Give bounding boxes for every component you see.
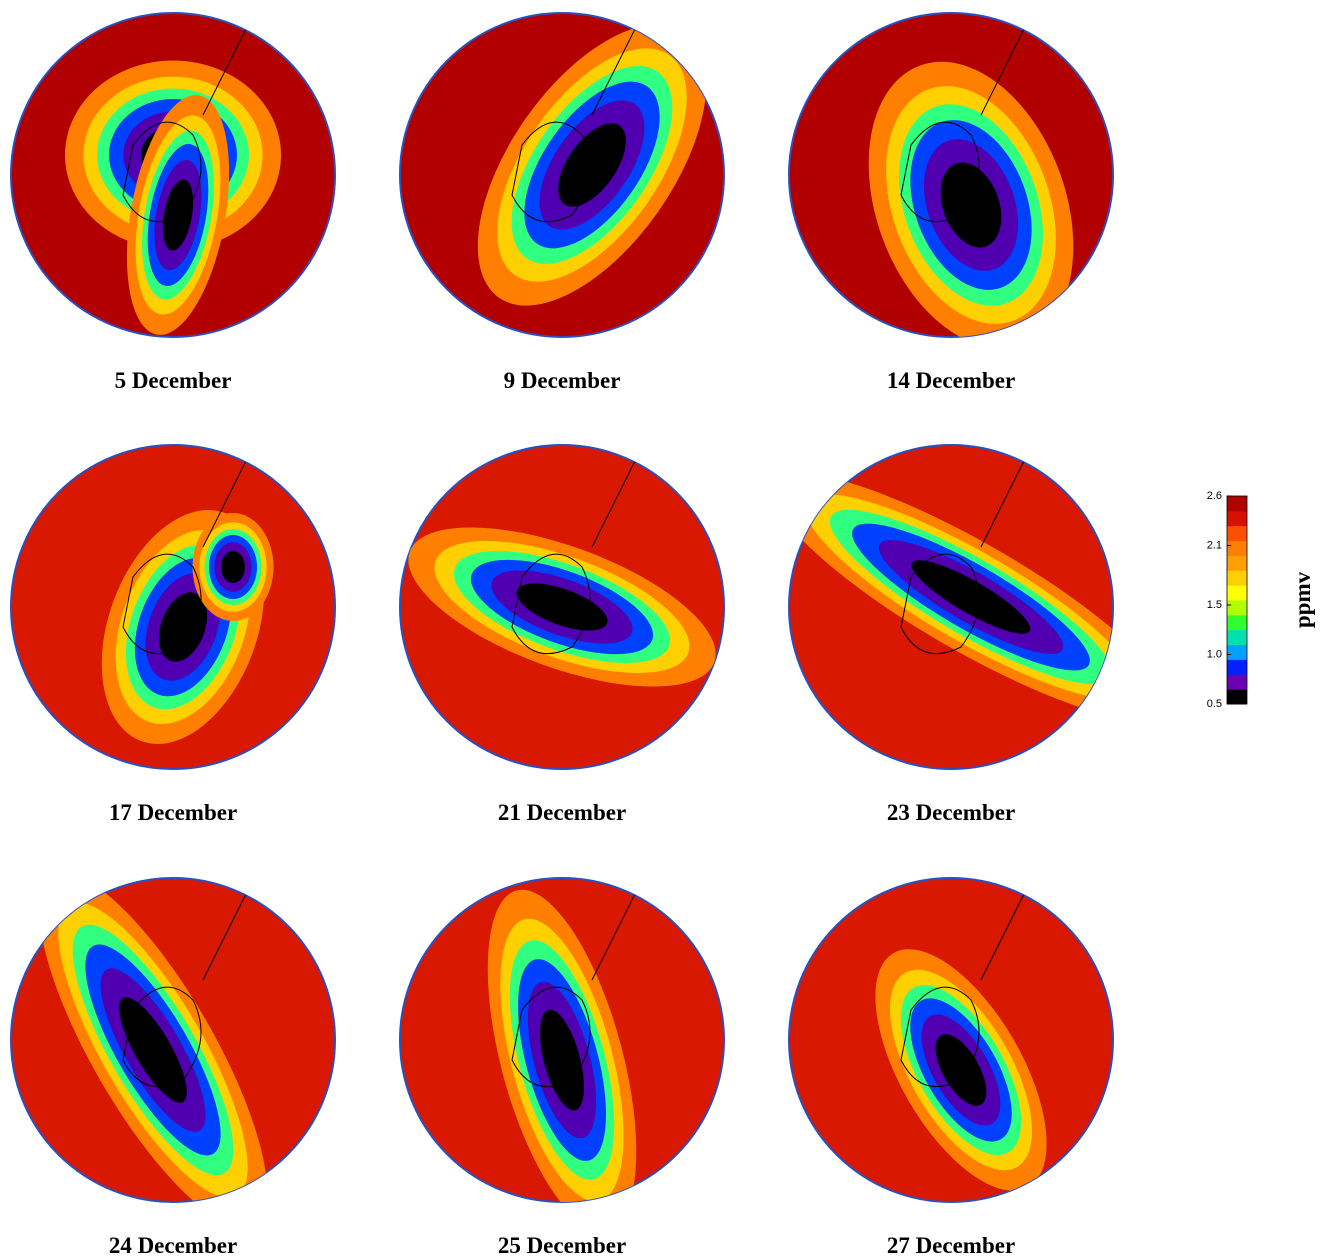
panel-label: 25 December	[498, 1233, 626, 1258]
colorbar-band	[1227, 630, 1247, 645]
panel-label: 21 December	[498, 800, 626, 825]
colorbar-band	[1227, 585, 1247, 600]
colorbar-band	[1227, 600, 1247, 615]
colorbar-tick-label: 2.6	[1207, 490, 1222, 502]
map-panel	[0, 844, 335, 1255]
panel-label: 9 December	[504, 368, 621, 393]
colorbar-band	[1227, 511, 1247, 526]
colorbar-band	[1227, 570, 1247, 585]
colorbar-band	[1227, 659, 1247, 674]
colorbar-tick-label: 1.5	[1207, 599, 1222, 611]
colorbar-tick-label: 0.5	[1207, 698, 1222, 710]
map-panel	[11, 445, 335, 769]
colorbar-tick-label: 2.1	[1207, 539, 1222, 551]
map-feature	[221, 551, 245, 583]
panel-label: 5 December	[115, 368, 232, 393]
map-panel	[389, 445, 735, 769]
colorbar-label: ppmv	[1290, 571, 1315, 628]
colorbar-band	[1227, 541, 1247, 556]
map-panel	[789, 878, 1113, 1217]
colorbar-band	[1227, 645, 1247, 660]
panel-label: 14 December	[887, 368, 1015, 393]
map-panel	[745, 435, 1197, 769]
map-panel	[11, 13, 335, 343]
map-panel	[400, 0, 751, 344]
colorbar-band	[1227, 555, 1247, 570]
colorbar-band	[1227, 496, 1247, 511]
colorbar-band	[1227, 689, 1247, 704]
colorbar-band	[1227, 526, 1247, 541]
panel-label: 24 December	[109, 1233, 237, 1258]
colorbar-band	[1227, 674, 1247, 689]
map-panel	[400, 875, 724, 1245]
panel-label: 23 December	[887, 800, 1015, 825]
panel-label: 27 December	[887, 1233, 1015, 1258]
map-panel	[789, 13, 1113, 377]
colorbar-band	[1227, 615, 1247, 630]
colorbar-tick-label: 1.0	[1207, 648, 1222, 660]
figure: ppmv 5 December 9 December 14 December 17 D…	[0, 0, 1322, 1259]
panel-label: 17 December	[109, 800, 237, 825]
